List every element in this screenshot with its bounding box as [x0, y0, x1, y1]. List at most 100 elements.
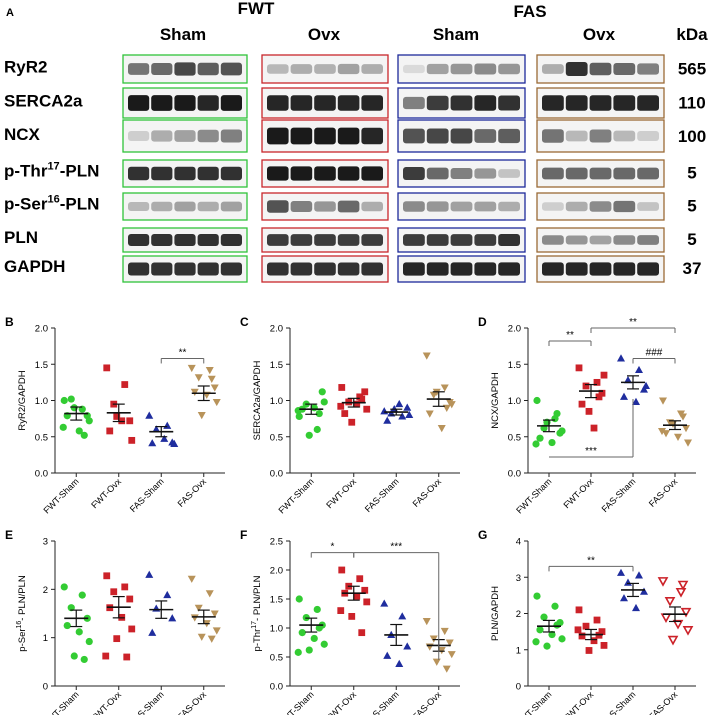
y-tick-label: 3 — [43, 537, 48, 548]
blot-band — [498, 169, 520, 178]
data-point — [70, 652, 78, 660]
data-point — [635, 571, 643, 579]
data-point — [337, 607, 345, 614]
y-tick-label: 0.5 — [270, 432, 283, 443]
blot-band — [267, 234, 289, 246]
data-point — [294, 648, 302, 656]
blot-label-text: p-Thr — [4, 162, 48, 181]
data-point — [305, 431, 313, 439]
chart-panel-b: B 0.0 0.5 1.0 1.5 2.0 RyR2/GAPDH FWT-Sham FWT-Ov… — [5, 315, 225, 516]
y-tick-label: 3 — [516, 573, 521, 584]
data-point — [640, 385, 648, 393]
blot-band — [151, 95, 173, 111]
blot-band — [589, 95, 612, 111]
blot-band — [474, 168, 497, 179]
blot-row-label-ryr2: RyR2 — [4, 57, 47, 76]
data-point — [113, 635, 121, 643]
data-point — [558, 427, 566, 435]
data-point — [341, 410, 349, 417]
data-point — [658, 427, 666, 436]
data-point — [298, 629, 306, 637]
data-point — [348, 418, 356, 426]
data-point — [320, 398, 328, 406]
chart-panel-g: G 0 1 2 3 4 PLN/GAPDH FWT-Sham FWT-Ovx FAS-Sham FA… — [478, 528, 696, 715]
y-tick-label: 2.0 — [270, 324, 283, 335]
blot-band — [542, 262, 564, 276]
blot-band — [128, 201, 150, 212]
western-blot-panel: A FWT FAS Sham Ovx Sham Ovx kDa RyR2 565 S… — [4, 0, 708, 283]
blot-band — [474, 201, 497, 212]
blot-band — [220, 166, 242, 181]
x-tick-label-fas-sham: FAS-Sham — [128, 689, 166, 715]
blot-band — [613, 95, 636, 111]
y-axis-label-superscript: 16 — [16, 621, 23, 629]
blot-band — [403, 128, 425, 144]
data-point — [437, 425, 446, 433]
blot-band — [450, 128, 473, 144]
data-point — [126, 595, 134, 603]
group-header-fwt-ovx: Ovx — [308, 25, 341, 44]
data-point — [445, 639, 454, 647]
blot-row-label-p-thr17-pln: p-Thr17-PLN — [4, 161, 99, 181]
data-point — [356, 575, 364, 583]
data-point — [593, 378, 601, 386]
x-tick-label-fwt-sham: FWT-Sham — [41, 689, 80, 715]
x-tick-label-fwt-ovx: FWT-Ovx — [561, 476, 595, 510]
data-point — [383, 651, 392, 659]
blot-band — [220, 62, 242, 76]
data-point — [85, 417, 93, 425]
blot-band — [174, 62, 196, 76]
blot-band — [403, 96, 425, 110]
data-point — [598, 628, 606, 636]
data-point — [405, 410, 414, 418]
data-point — [194, 604, 203, 612]
x-tick-label-fwt-sham: FWT-Sham — [514, 689, 553, 715]
blot-band — [474, 234, 497, 246]
y-tick-label: 2.0 — [35, 324, 48, 335]
data-point — [548, 630, 556, 639]
data-point — [197, 412, 206, 420]
panel-letter-d: D — [478, 315, 487, 329]
data-point — [440, 627, 449, 636]
data-point — [148, 439, 157, 447]
y-tick-label: 2.0 — [508, 324, 521, 335]
data-point — [113, 413, 121, 420]
y-axis-label-text: - PLN/PLN — [17, 575, 28, 621]
blot-band — [565, 62, 588, 76]
y-tick-label: 1 — [516, 645, 521, 656]
data-point — [187, 575, 196, 583]
kda-value-serca2a: 110 — [678, 94, 705, 113]
blot-band — [589, 167, 612, 180]
blot-band — [426, 128, 449, 144]
data-point — [106, 427, 114, 435]
data-point — [320, 640, 328, 648]
panel-letter-c: C — [240, 315, 249, 329]
blot-band — [565, 95, 588, 111]
x-tick-label-fwt-ovx: FWT-Ovx — [561, 689, 595, 715]
data-point — [425, 410, 434, 418]
data-point — [361, 586, 369, 594]
blot-band — [267, 200, 289, 213]
blot-band — [637, 95, 659, 111]
data-point — [532, 440, 540, 448]
blot-band — [450, 262, 473, 276]
x-tick-label-fwt-sham: FWT-Sham — [276, 476, 315, 515]
data-point — [659, 397, 667, 405]
blot-band — [589, 129, 612, 143]
blot-row-label-serca2a: SERCA2a — [4, 92, 83, 111]
blot-band — [613, 130, 636, 142]
blot-band — [174, 201, 196, 212]
blot-band — [197, 129, 219, 143]
blot-band — [314, 201, 336, 212]
data-point — [361, 388, 369, 396]
data-point — [398, 612, 407, 620]
blot-band — [290, 234, 313, 246]
blot-band — [498, 128, 520, 144]
data-point — [664, 597, 676, 607]
data-point — [440, 384, 449, 392]
blot-band — [426, 262, 449, 276]
blot-band — [474, 95, 497, 111]
data-point — [75, 427, 83, 435]
y-tick-label: 4 — [516, 537, 521, 548]
